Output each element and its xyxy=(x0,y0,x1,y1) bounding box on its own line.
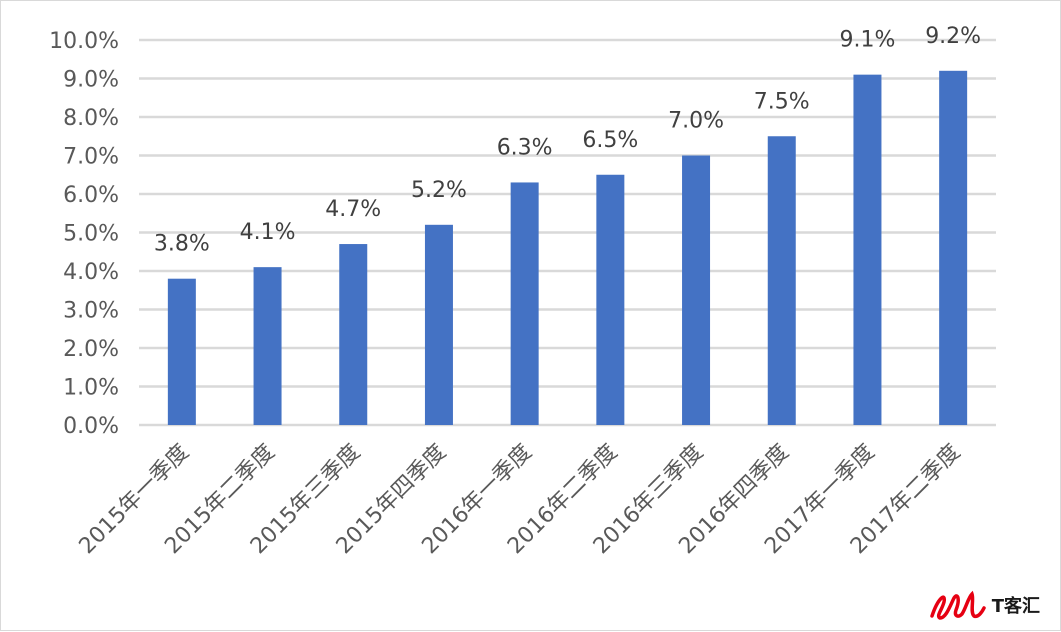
watermark-text: T客汇 xyxy=(991,596,1040,617)
bar xyxy=(682,155,711,425)
data-labels: 3.8% 4.1% 4.7% 5.2% 6.3% 6.5% 7.0% 7.5% 9.1% 9.2% xyxy=(154,24,981,257)
y-tick-label: 10.0% xyxy=(49,29,119,54)
logo-icon xyxy=(929,590,986,620)
data-label: 4.7% xyxy=(325,197,381,222)
y-tick-label: 7.0% xyxy=(63,145,119,170)
x-axis-category-labels: 2015年一季度2015年二季度2015年三季度2015年四季度2016年一季度… xyxy=(75,440,966,560)
y-tick-label: 9.0% xyxy=(63,68,119,93)
data-label: 7.0% xyxy=(668,109,724,134)
watermark: T客汇 xyxy=(928,588,1040,622)
y-tick-label: 5.0% xyxy=(63,222,119,247)
bar xyxy=(853,74,882,426)
bar xyxy=(424,224,453,425)
data-label: 9.1% xyxy=(839,28,895,53)
y-tick-label: 8.0% xyxy=(63,106,119,131)
bar xyxy=(596,174,625,425)
y-tick-label: 6.0% xyxy=(63,183,119,208)
data-label: 6.3% xyxy=(497,135,553,160)
data-label: 4.1% xyxy=(240,220,296,245)
bar xyxy=(167,278,196,425)
data-label: 6.5% xyxy=(582,128,638,153)
y-tick-label: 0.0% xyxy=(63,414,119,439)
bar xyxy=(339,244,368,425)
data-label: 5.2% xyxy=(411,178,467,203)
data-label: 7.5% xyxy=(754,89,810,114)
y-tick-label: 2.0% xyxy=(63,337,119,362)
bars xyxy=(167,70,968,426)
gridlines xyxy=(139,38,996,427)
y-tick-label: 1.0% xyxy=(63,376,119,401)
data-label: 3.8% xyxy=(154,232,210,257)
bar xyxy=(939,70,968,426)
y-axis-tick-labels: 0.0% 1.0% 2.0% 3.0% 4.0% 5.0% 6.0% 7.0% 8.0% 9.0%… xyxy=(49,29,119,439)
data-label: 9.2% xyxy=(925,24,981,49)
bar xyxy=(510,182,539,425)
y-tick-label: 4.0% xyxy=(63,260,119,285)
y-tick-label: 3.0% xyxy=(63,299,119,324)
bar xyxy=(767,136,796,425)
bar xyxy=(253,267,282,425)
